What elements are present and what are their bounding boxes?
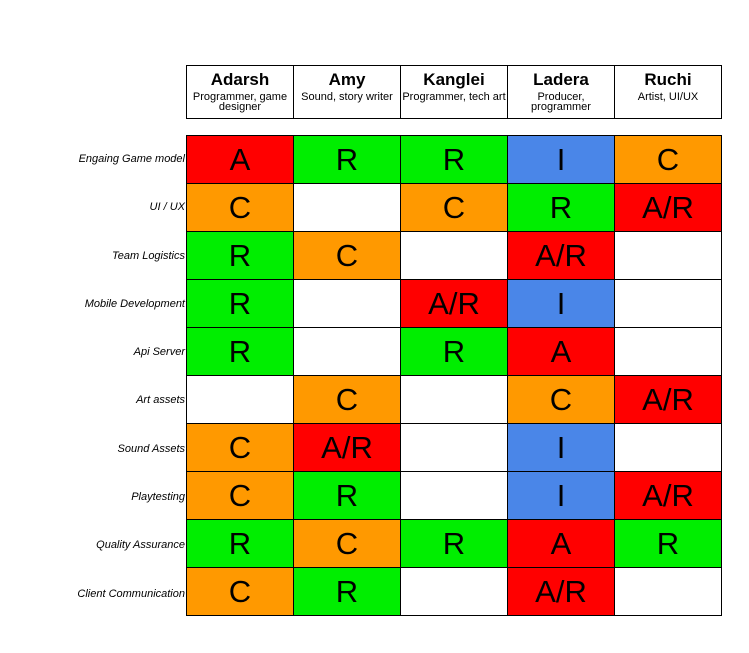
raci-cell: R — [186, 327, 294, 376]
raci-cell: A/R — [400, 279, 508, 328]
raci-cell: R — [186, 279, 294, 328]
task-label: Api Server — [133, 346, 185, 358]
raci-cell: R — [186, 231, 294, 280]
person-header-ladera: Ladera Producer, programmer — [507, 65, 615, 119]
raci-cell: R — [293, 567, 401, 616]
raci-cell — [293, 327, 401, 376]
raci-cell: A/R — [507, 231, 615, 280]
task-row: R C R A R — [186, 519, 722, 568]
task-row: C C R A/R — [186, 183, 722, 232]
raci-cell: C — [614, 135, 722, 184]
raci-cell: I — [507, 135, 615, 184]
raci-cell: C — [186, 183, 294, 232]
raci-cell: R — [614, 519, 722, 568]
raci-cell: C — [400, 183, 508, 232]
task-row: C R A/R — [186, 567, 722, 616]
raci-cell — [400, 471, 508, 520]
person-role: Programmer, game designer — [192, 91, 288, 113]
raci-cell: C — [507, 375, 615, 424]
task-label: Mobile Development — [84, 298, 185, 310]
task-label: Art assets — [136, 394, 185, 406]
raci-cell: A/R — [614, 183, 722, 232]
raci-cell — [614, 567, 722, 616]
raci-cell: C — [293, 231, 401, 280]
raci-cell — [293, 279, 401, 328]
raci-cell: A/R — [293, 423, 401, 472]
raci-cell: R — [507, 183, 615, 232]
raci-cell — [614, 423, 722, 472]
task-row: A R R I C — [186, 135, 722, 184]
person-role: Artist, UI/UX — [637, 91, 699, 103]
task-row: R A/R I — [186, 279, 722, 328]
raci-cell — [400, 375, 508, 424]
raci-cell: C — [186, 471, 294, 520]
raci-cell: A/R — [614, 375, 722, 424]
task-label: Sound Assets — [117, 443, 185, 455]
person-header-ruchi: Ruchi Artist, UI/UX — [614, 65, 722, 119]
task-label: UI / UX — [149, 201, 185, 213]
person-header-kanglei: Kanglei Programmer, tech art — [400, 65, 508, 119]
person-name: Ruchi — [644, 70, 692, 89]
raci-cell: A — [186, 135, 294, 184]
raci-cell: R — [400, 327, 508, 376]
person-role: Programmer, tech art — [402, 91, 506, 103]
task-row: C R I A/R — [186, 471, 722, 520]
people-header-row: Adarsh Programmer, game designer Amy Sou… — [186, 65, 722, 119]
raci-cell: A/R — [507, 567, 615, 616]
raci-cell — [614, 231, 722, 280]
task-row: C A/R I — [186, 423, 722, 472]
people-header: Adarsh Programmer, game designer Amy Sou… — [186, 65, 722, 119]
task-label: Engaing Game model — [78, 153, 185, 165]
raci-cell: I — [507, 471, 615, 520]
raci-cell — [614, 279, 722, 328]
person-name: Ladera — [533, 70, 589, 89]
raci-cell: A/R — [614, 471, 722, 520]
task-row: R R A — [186, 327, 722, 376]
raci-cell — [186, 375, 294, 424]
raci-cell: R — [186, 519, 294, 568]
raci-cell: C — [293, 375, 401, 424]
task-label: Team Logistics — [112, 250, 185, 262]
person-role: Producer, programmer — [531, 91, 591, 113]
raci-cell: R — [293, 471, 401, 520]
person-name: Kanglei — [423, 70, 485, 89]
raci-cell: C — [293, 519, 401, 568]
task-row: C C A/R — [186, 375, 722, 424]
task-label: Quality Assurance — [96, 539, 185, 551]
raci-matrix: A R R I C C C R A/R R C A/R R A/R I R R … — [186, 135, 722, 616]
raci-cell: C — [186, 567, 294, 616]
raci-cell — [614, 327, 722, 376]
raci-cell: I — [507, 279, 615, 328]
raci-cell — [293, 183, 401, 232]
person-role: Sound, story writer — [301, 91, 393, 103]
raci-cell — [400, 423, 508, 472]
task-row: R C A/R — [186, 231, 722, 280]
task-label: Playtesting — [131, 491, 185, 503]
raci-cell — [400, 567, 508, 616]
person-name: Adarsh — [210, 70, 270, 89]
raci-cell: A — [507, 519, 615, 568]
person-header-adarsh: Adarsh Programmer, game designer — [186, 65, 294, 119]
raci-cell: I — [507, 423, 615, 472]
raci-cell: R — [400, 135, 508, 184]
raci-cell — [400, 231, 508, 280]
raci-cell: R — [293, 135, 401, 184]
raci-cell: A — [507, 327, 615, 376]
task-label: Client Communication — [77, 588, 185, 600]
raci-cell: C — [186, 423, 294, 472]
person-name: Amy — [328, 70, 366, 89]
person-header-amy: Amy Sound, story writer — [293, 65, 401, 119]
raci-cell: R — [400, 519, 508, 568]
